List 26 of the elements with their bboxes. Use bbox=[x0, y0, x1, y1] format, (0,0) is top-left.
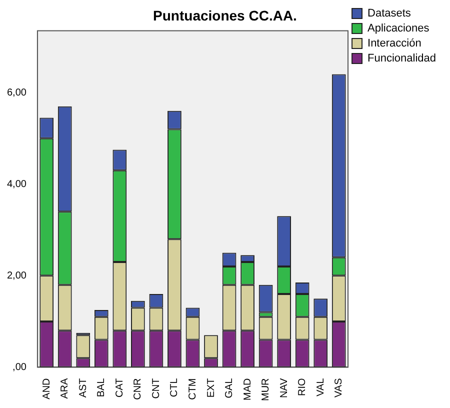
legend-label: Datasets bbox=[368, 8, 412, 20]
x-tick-label: CNT bbox=[150, 378, 162, 399]
x-tick-label: BAL bbox=[96, 378, 108, 398]
x-tick-label: GAL bbox=[224, 378, 236, 398]
x-tick-label: EXT bbox=[206, 378, 217, 398]
chart-title: Puntuaciones CC.AA. bbox=[153, 7, 297, 24]
x-tick-label: VAS bbox=[334, 378, 345, 398]
x-tick-label: RIO bbox=[297, 378, 308, 396]
y-tick-label: ,00 bbox=[12, 362, 27, 373]
legend-label: Aplicaciones bbox=[368, 22, 430, 35]
x-tick-label: AND bbox=[41, 378, 52, 400]
x-tick-label: CTL bbox=[169, 378, 180, 398]
x-tick-label: CTM bbox=[187, 378, 198, 400]
y-tick-label: 2,00 bbox=[6, 270, 27, 282]
x-tick-label: CAT bbox=[114, 378, 126, 398]
legend-label: Interacción bbox=[368, 38, 422, 50]
x-tick-label: MAD bbox=[242, 378, 254, 400]
x-tick-label: CNR bbox=[132, 378, 144, 400]
y-tick-label: 4,00 bbox=[6, 178, 27, 190]
x-tick-label: NAV bbox=[278, 378, 290, 398]
x-tick-label: AST bbox=[78, 378, 89, 398]
x-tick-label: MUR bbox=[260, 378, 272, 402]
legend-label: Funcionalidad bbox=[368, 52, 436, 65]
x-tick-label: ARA bbox=[60, 378, 71, 399]
y-tick-label: 6,00 bbox=[6, 87, 27, 98]
x-tick-label: VAL bbox=[315, 378, 326, 396]
